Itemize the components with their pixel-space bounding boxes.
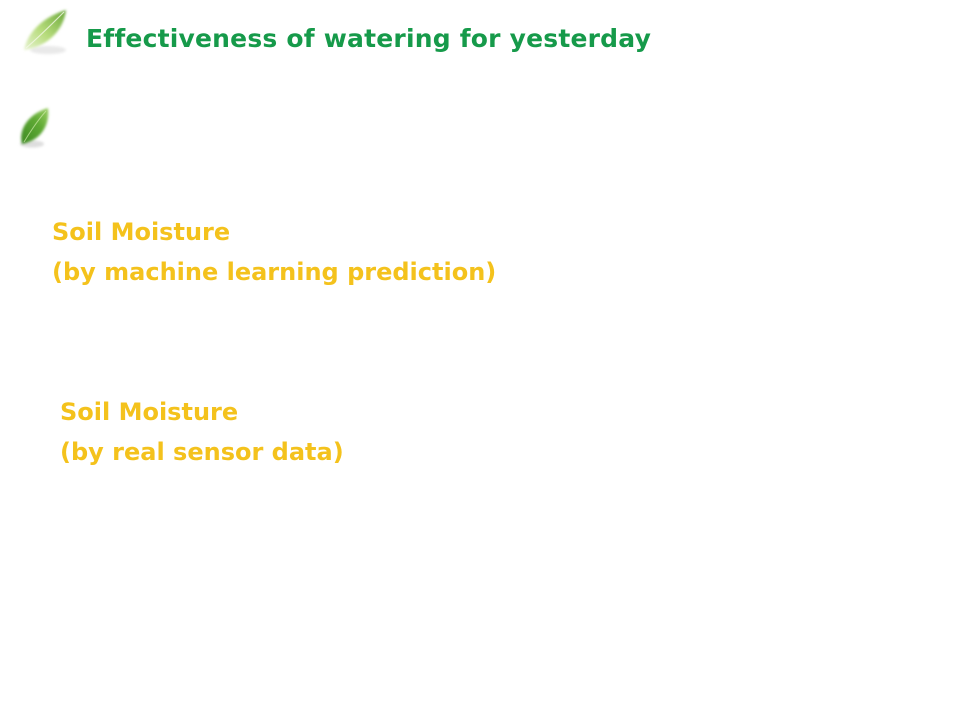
page-title: Effectiveness of watering for yesterday	[86, 24, 652, 53]
leaf-icon	[20, 108, 49, 148]
ml-moisture-label: Soil Moisture (by machine learning predi…	[52, 212, 496, 292]
ml-moisture-subheading: (by machine learning prediction)	[52, 258, 497, 286]
sensor-moisture-heading: Soil Moisture	[60, 398, 239, 426]
sensor-moisture-subheading: (by real sensor data)	[60, 438, 344, 466]
leaf-icon	[24, 10, 66, 54]
sensor-moisture-label: Soil Moisture (by real sensor data)	[60, 392, 344, 472]
ml-moisture-heading: Soil Moisture	[52, 218, 231, 246]
